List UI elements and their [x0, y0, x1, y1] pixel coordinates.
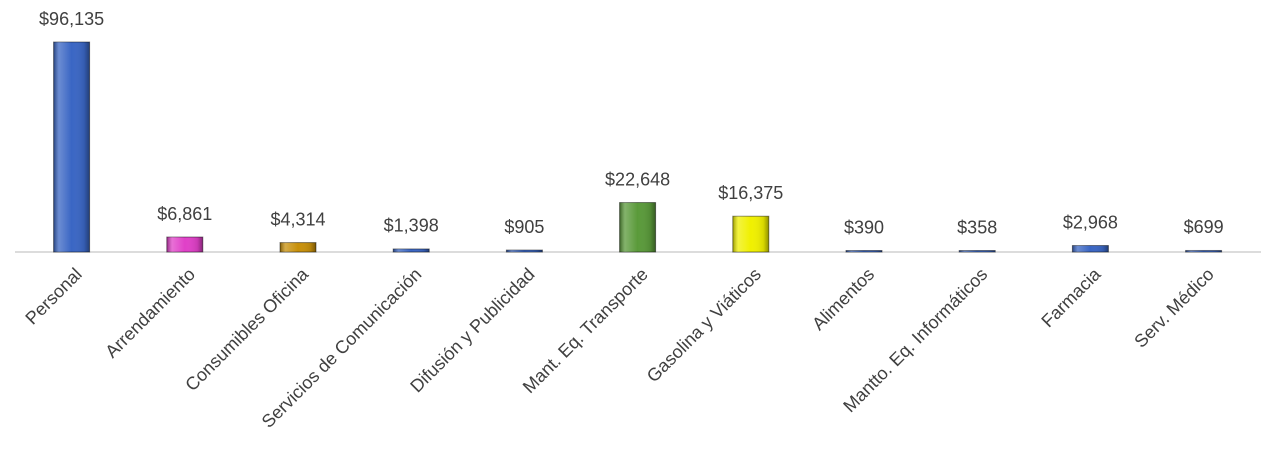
x-tick-label: Alimentos	[808, 264, 878, 334]
data-label: $4,314	[270, 209, 325, 229]
x-tick-label: Difusión y Publicidad	[406, 264, 538, 396]
x-tick-label: Consumibles Oficina	[181, 263, 313, 395]
bar-bevel	[846, 250, 882, 252]
bar-bevel	[166, 237, 203, 252]
data-label: $16,375	[718, 183, 783, 203]
data-label: $2,968	[1063, 212, 1118, 232]
data-label: $22,648	[605, 169, 670, 189]
bar-bevel	[506, 250, 543, 252]
data-label: $905	[504, 217, 544, 237]
bar-bevel	[393, 248, 430, 252]
x-tick-label: Personal	[21, 264, 85, 328]
bar-bevel	[53, 42, 90, 252]
bar-bevel	[1072, 245, 1109, 252]
data-label: $96,135	[39, 9, 104, 29]
bar-bevel	[280, 242, 316, 252]
x-tick-label: Mant. Eq. Transporte	[519, 264, 652, 397]
data-label: $390	[844, 217, 884, 237]
bar-bevel	[619, 202, 656, 252]
data-label: $1,398	[384, 216, 439, 236]
x-tick-label: Arrendamiento	[101, 264, 199, 362]
x-tick-label: Serv. Médico	[1130, 264, 1217, 351]
data-label: $699	[1184, 217, 1224, 237]
data-label: $358	[957, 217, 997, 237]
data-label: $6,861	[157, 204, 212, 224]
bar-bevel	[732, 216, 769, 252]
x-tick-label: Farmacia	[1037, 263, 1105, 331]
bar-bevel	[1185, 250, 1222, 252]
bar-bevel	[959, 250, 996, 252]
x-tick-label: Gasolina y Viáticos	[643, 264, 765, 386]
